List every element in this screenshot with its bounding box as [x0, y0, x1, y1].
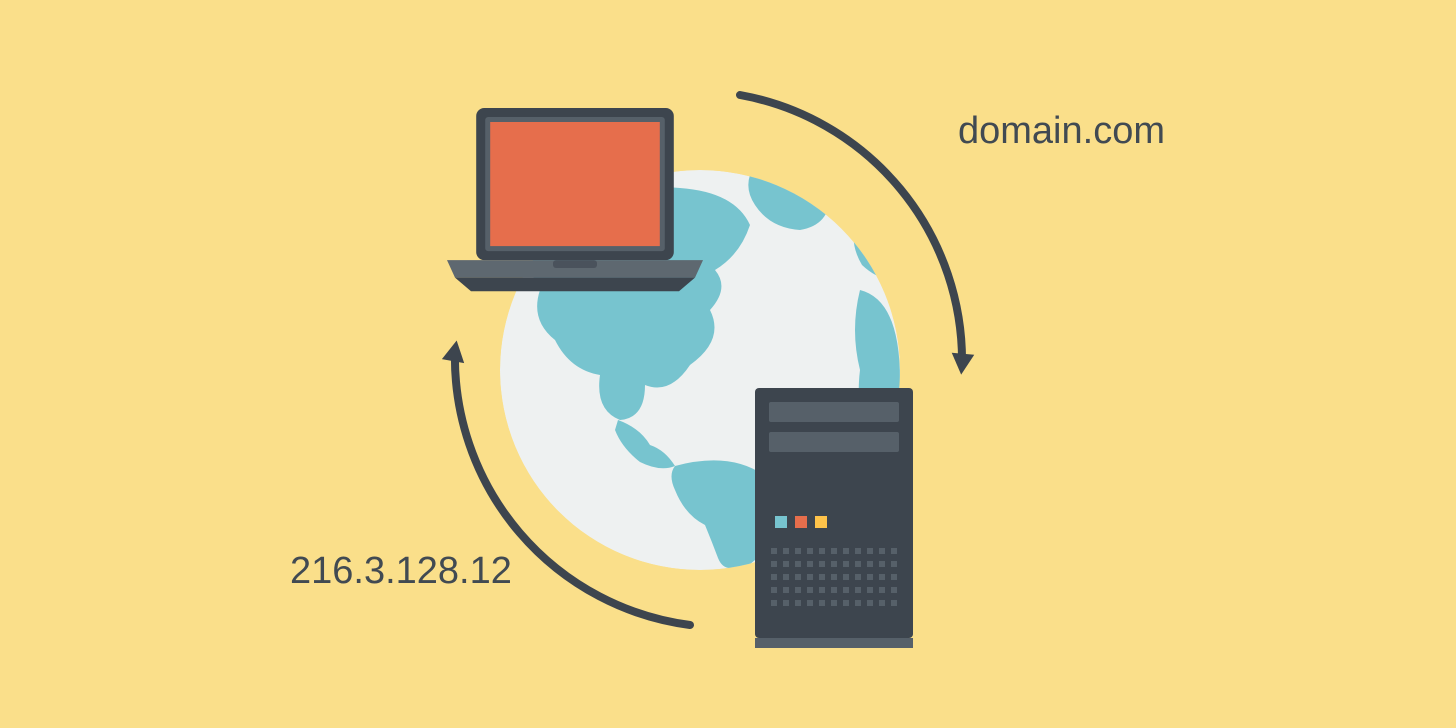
domain-label: domain.com — [958, 110, 1165, 153]
server-icon — [755, 388, 913, 652]
laptop-icon — [445, 108, 705, 303]
diagram-stage: domain.com 216.3.128.12 — [0, 0, 1456, 728]
ip-address-label: 216.3.128.12 — [290, 550, 512, 593]
